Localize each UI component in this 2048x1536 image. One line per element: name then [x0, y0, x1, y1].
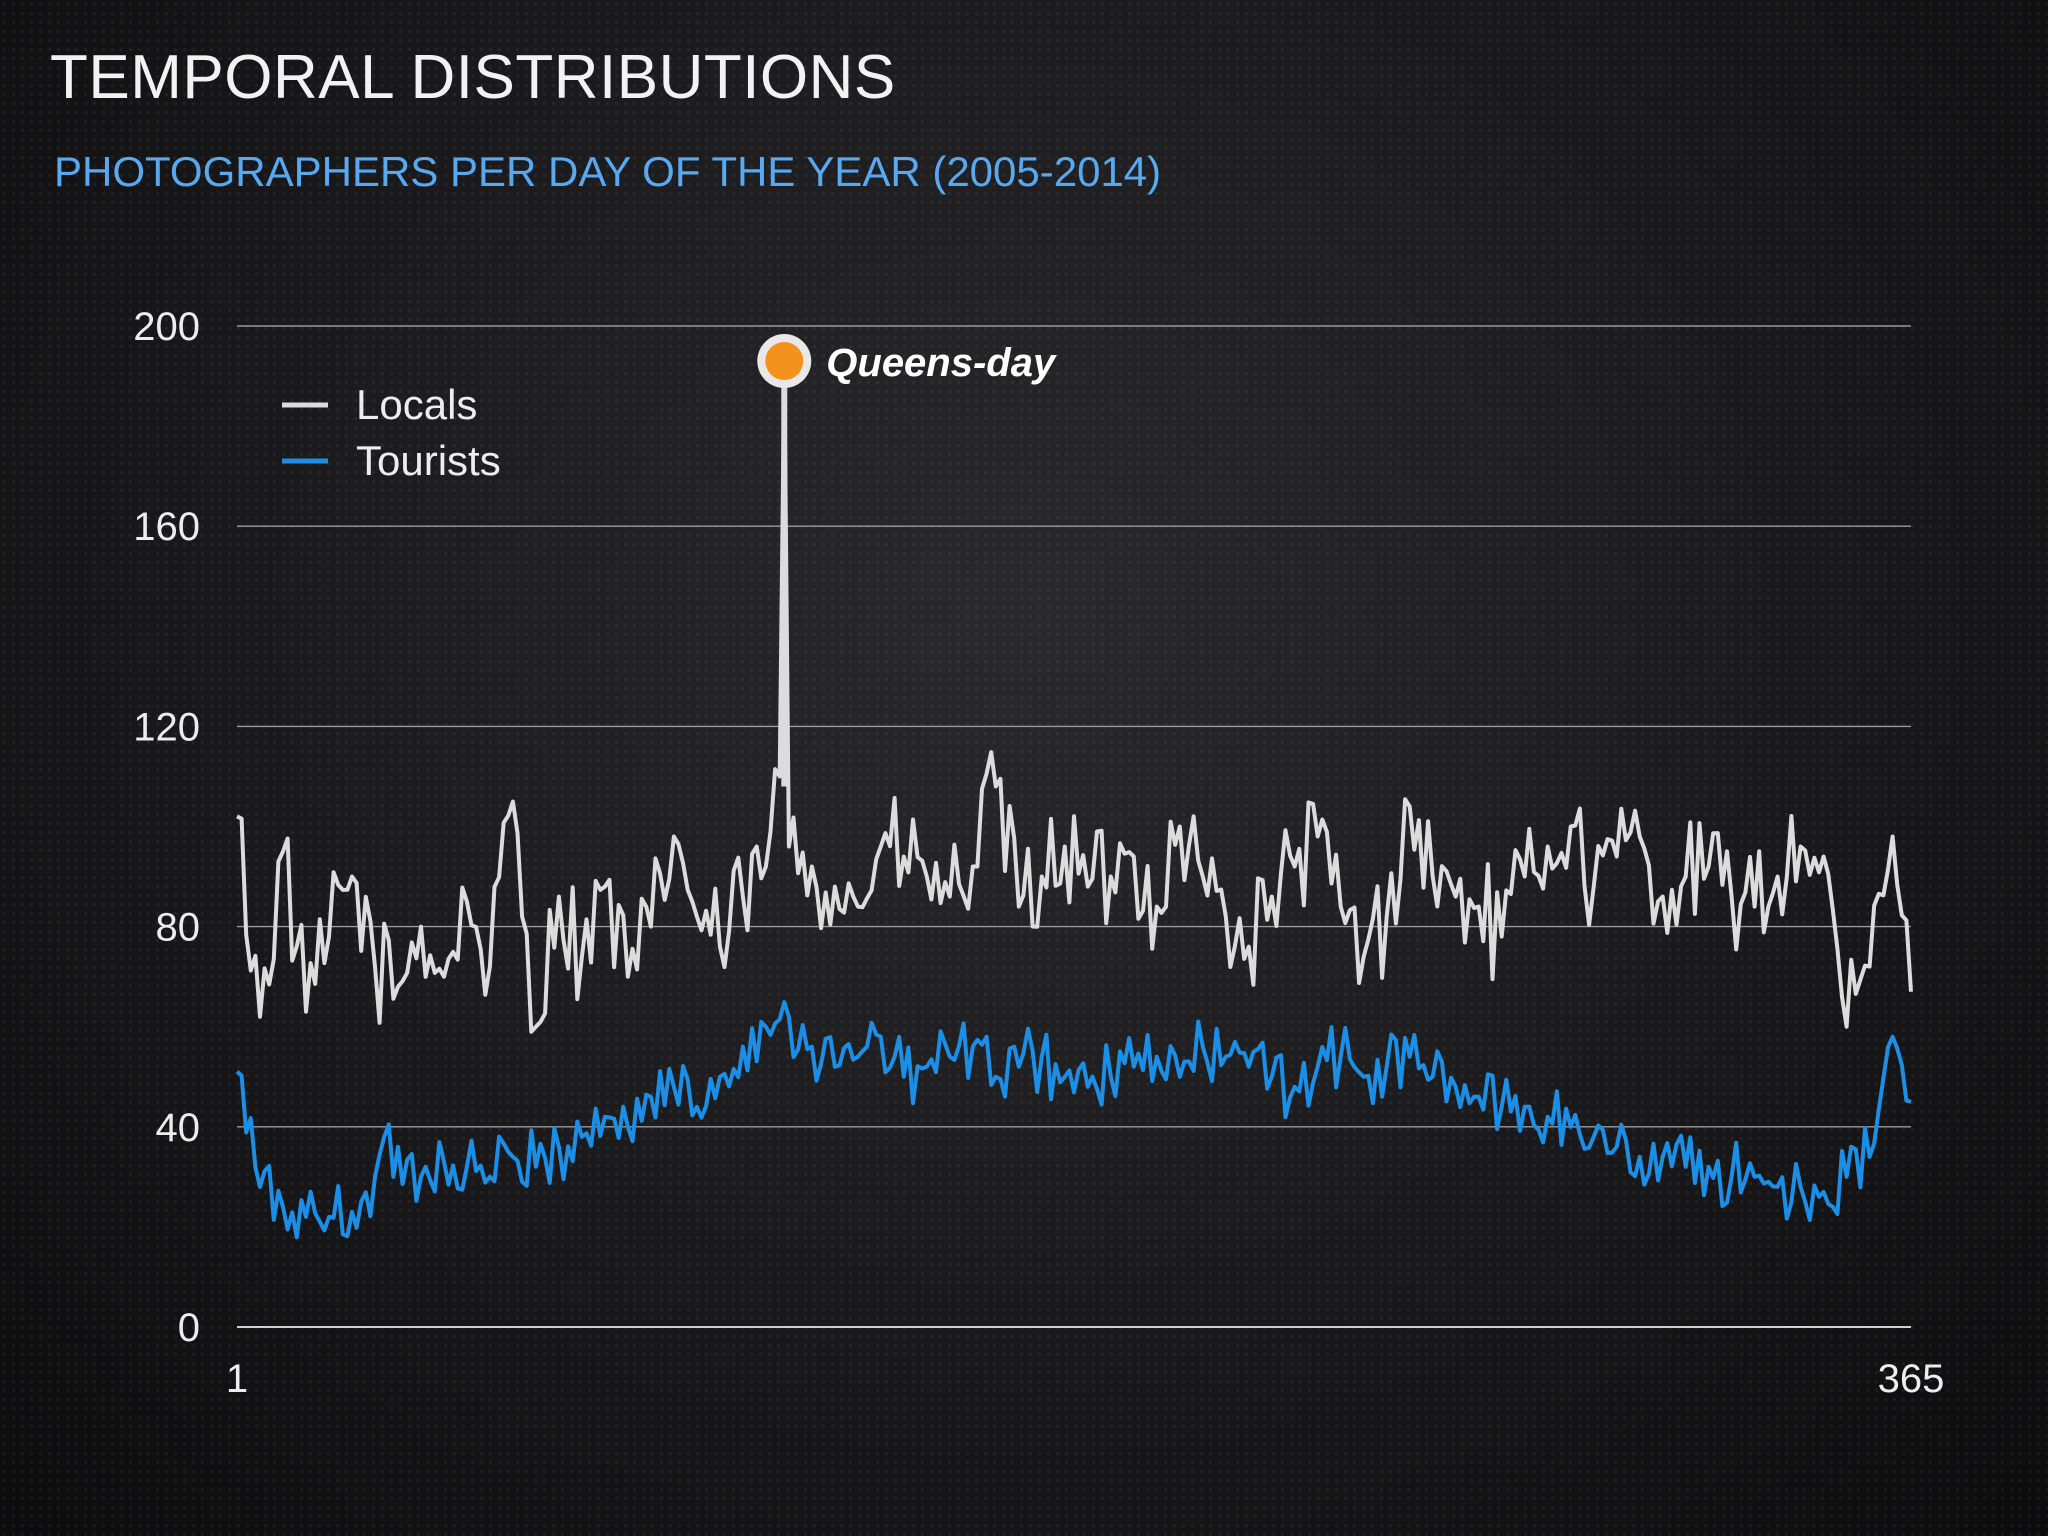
annotation-marker-dot — [765, 342, 804, 381]
y-tick-label-80: 80 — [156, 906, 201, 950]
annotation-label: Queens-day — [826, 341, 1057, 385]
y-tick-label-120: 120 — [133, 705, 200, 749]
legend-label-locals: Locals — [356, 381, 477, 428]
y-axis-ticks: 0 40 80 120 160 200 — [133, 305, 200, 1350]
series-line-locals — [236, 359, 1913, 1034]
queens-day-annotation: Queens-day — [757, 334, 1057, 787]
y-tick-label-0: 0 — [178, 1306, 200, 1350]
legend-label-tourists: Tourists — [356, 437, 501, 484]
legend: Locals Tourists — [282, 381, 501, 484]
series-lines — [235, 359, 1913, 1240]
slide-subtitle: PHOTOGRAPHERS PER DAY OF THE YEAR (2005-… — [54, 148, 1162, 195]
slide-title: TEMPORAL DISTRIBUTIONS — [50, 43, 896, 112]
y-tick-label-40: 40 — [156, 1106, 201, 1150]
series-line-tourists — [235, 1000, 1912, 1240]
y-tick-label-200: 200 — [133, 305, 200, 349]
x-axis-ticks: 1 365 — [226, 1357, 1945, 1401]
gridlines — [237, 325, 1911, 1328]
x-tick-label-365: 365 — [1878, 1357, 1945, 1401]
x-tick-label-1: 1 — [226, 1357, 248, 1401]
y-tick-label-160: 160 — [133, 505, 200, 549]
